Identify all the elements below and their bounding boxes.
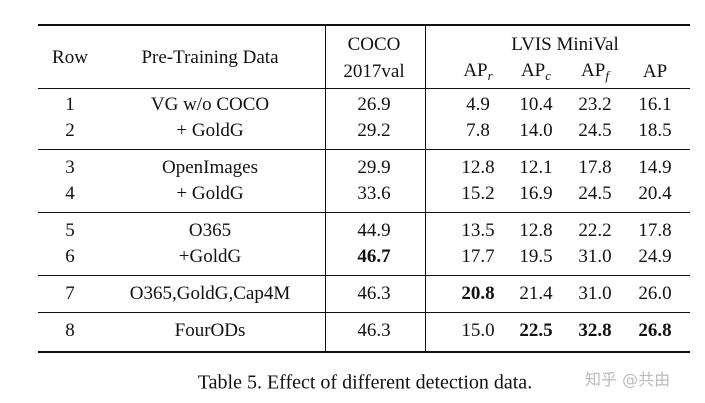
cell: 16.9 [519,183,553,204]
cell: 26.0 [638,283,672,304]
cell: 13.5 [461,220,495,241]
group-rule [38,149,690,150]
cell: 16.1 [638,94,672,115]
header-metric: AP [643,61,667,83]
cell: 17.8 [638,220,672,241]
cell: + GoldG [176,183,244,204]
cell: 17.8 [578,157,612,178]
cell: 6 [65,246,75,267]
cell: 24.5 [578,183,612,204]
cell: 44.9 [357,220,391,241]
cell: 24.9 [638,246,672,267]
header-metric: APr [463,60,492,84]
cell: 17.7 [461,246,495,267]
group-rule [38,212,690,213]
metric-sub: f [605,68,609,83]
group-rule [38,275,690,276]
group-rule [38,312,690,313]
header-data: Pre-Training Data [141,47,279,68]
cell: 29.9 [357,157,391,178]
cell: 26.9 [357,94,391,115]
cell: 21.4 [519,283,553,304]
cell: 32.8 [578,320,612,341]
metric-name: AP [581,60,606,81]
header-row: Row [52,47,88,68]
cell: 31.0 [578,283,612,304]
cell: 12.8 [461,157,495,178]
cell: 46.7 [357,246,391,267]
metric-name: AP [463,60,488,81]
caption: Table 5. Effect of different detection d… [197,371,533,394]
cell: 20.4 [638,183,672,204]
cell: 26.8 [638,320,672,341]
cell: 12.1 [519,157,553,178]
top-rule [38,24,690,26]
cell: 12.8 [519,220,553,241]
cell: 14.0 [519,120,553,141]
cell: FourODs [174,320,246,341]
header-coco-split: 2017val [343,61,405,82]
metric-name: AP [520,60,546,81]
cell: 18.5 [638,120,672,141]
header-rule [38,88,690,89]
cell: O365 [188,220,232,241]
cell: 14.9 [638,157,672,178]
cell: 4 [65,183,75,204]
cell: 33.6 [357,183,391,204]
cell: 15.0 [461,320,495,341]
metric-name: AP [642,61,668,82]
cell: 46.3 [357,283,391,304]
cell: 5 [65,220,75,241]
cell: 3 [65,157,75,178]
metric-sub: c [545,68,552,83]
cell: 19.5 [519,246,553,267]
column-divider [325,25,326,352]
cell: 10.4 [519,94,553,115]
cell: 2 [65,120,75,141]
cell: 15.2 [461,183,495,204]
cell: 46.3 [357,320,391,341]
cell: 4.9 [466,94,490,115]
header-metric: APc [521,60,551,84]
cell: OpenImages [161,157,259,178]
cell: 24.5 [578,120,612,141]
header-coco: COCO [347,34,401,55]
cell: 31.0 [578,246,612,267]
watermark: 知乎 @共由 [585,370,671,389]
cell: 1 [65,94,75,115]
cell: VG w/o COCO [150,94,270,115]
cell: + GoldG [176,120,244,141]
cell: 22.5 [519,320,553,341]
cell: 20.8 [461,283,495,304]
cell: O365,GoldG,Cap4M [129,283,291,304]
column-divider [425,25,426,352]
cell: 8 [65,320,75,341]
header-metric: APf [581,60,609,84]
cell: 7.8 [466,120,490,141]
cell: 23.2 [578,94,612,115]
cell: +GoldG [178,246,242,267]
bottom-rule [38,351,690,353]
cell: 29.2 [357,120,391,141]
header-lvis: LVIS MiniVal [511,34,619,55]
cell: 22.2 [578,220,612,241]
metric-sub: r [487,68,493,83]
cell: 7 [65,283,75,304]
